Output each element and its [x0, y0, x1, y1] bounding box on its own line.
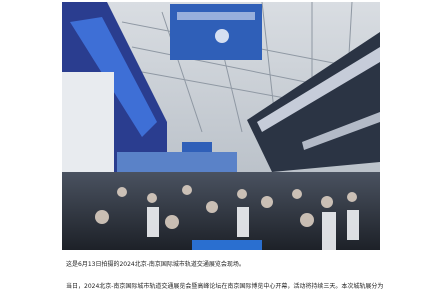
- page: 这是6月13日拍摄的2024北京-南京国际城市轨道交通展览会现场。 当日，202…: [0, 0, 431, 294]
- article-paragraph: 当日，2024北京-南京国际城市轨道交通展览会暨高峰论坛在南京国际博览中心开幕，…: [66, 283, 383, 291]
- article-photo: [62, 2, 380, 250]
- photo-caption: 这是6月13日拍摄的2024北京-南京国际城市轨道交通展览会现场。: [66, 261, 245, 269]
